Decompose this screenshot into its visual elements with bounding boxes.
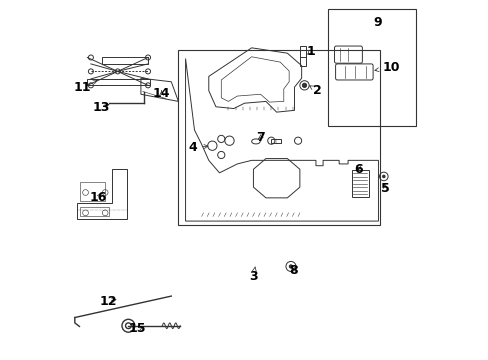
Bar xyxy=(328,9,415,126)
Text: 5: 5 xyxy=(381,183,389,195)
Circle shape xyxy=(288,264,292,269)
Text: 11: 11 xyxy=(73,80,97,94)
Text: 10: 10 xyxy=(374,61,399,74)
Circle shape xyxy=(381,175,385,178)
Text: 1: 1 xyxy=(305,45,314,58)
Bar xyxy=(299,46,305,66)
Text: 13: 13 xyxy=(92,101,109,114)
Circle shape xyxy=(302,83,306,87)
Text: 2: 2 xyxy=(309,84,322,97)
Bar xyxy=(271,139,281,143)
Text: 4: 4 xyxy=(188,141,207,154)
Bar xyxy=(80,182,105,202)
Text: 9: 9 xyxy=(373,16,381,29)
Text: 15: 15 xyxy=(128,323,146,336)
Text: 12: 12 xyxy=(100,295,117,308)
Text: 6: 6 xyxy=(354,163,363,176)
Bar xyxy=(80,207,108,216)
Bar xyxy=(102,58,148,64)
Bar xyxy=(351,170,368,197)
Text: 8: 8 xyxy=(289,264,298,276)
Bar xyxy=(87,79,149,85)
Text: 16: 16 xyxy=(89,192,106,204)
Text: 14: 14 xyxy=(153,87,170,100)
Text: 3: 3 xyxy=(248,267,257,283)
Text: 7: 7 xyxy=(256,131,264,144)
Bar xyxy=(178,50,380,225)
